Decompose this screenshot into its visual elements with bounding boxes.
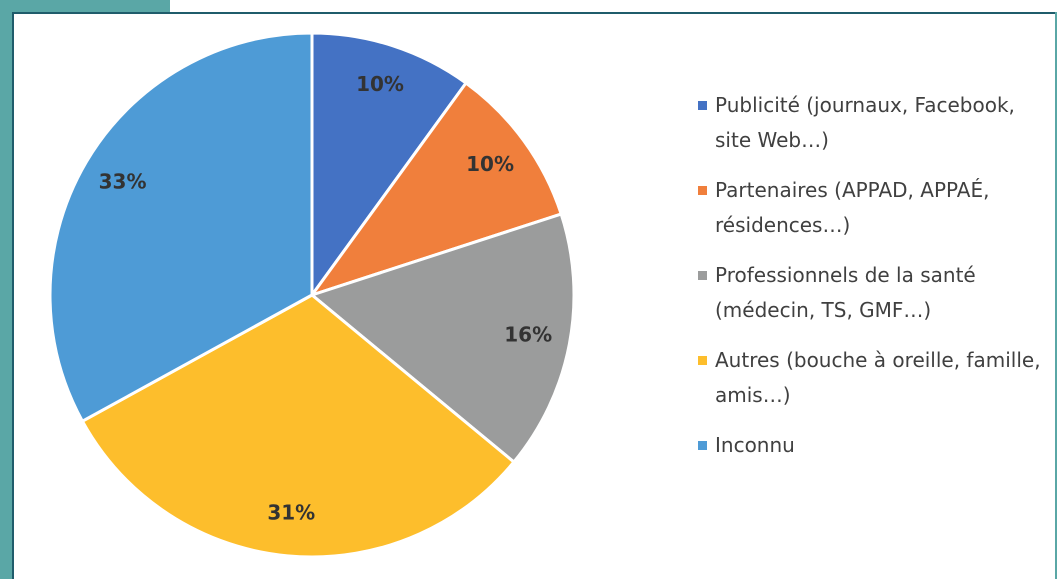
pie-slice xyxy=(48,31,314,424)
legend-entry: Publicité (journaux, Facebook, site Web…… xyxy=(698,88,1043,158)
data-label: 33% xyxy=(99,169,147,193)
legend-swatch xyxy=(698,186,707,195)
legend-label: Inconnu xyxy=(715,433,795,457)
data-label: 16% xyxy=(504,323,552,347)
legend-swatch xyxy=(698,441,707,450)
legend-label: Professionnels de la santé (médecin, TS,… xyxy=(715,263,976,322)
legend-swatch xyxy=(698,356,707,365)
legend-swatch xyxy=(698,271,707,280)
legend-entry: Inconnu xyxy=(698,428,1043,463)
top-strip xyxy=(170,0,1057,12)
pie-slice xyxy=(80,293,516,559)
data-label: 10% xyxy=(356,72,404,96)
data-label: 31% xyxy=(267,501,315,525)
legend-swatch xyxy=(698,101,707,110)
legend-label: Autres (bouche à oreille, famille, amis…… xyxy=(715,348,1041,407)
legend: Publicité (journaux, Facebook, site Web…… xyxy=(698,88,1043,478)
legend-entry: Autres (bouche à oreille, famille, amis…… xyxy=(698,343,1043,413)
pie-slice xyxy=(308,212,576,465)
legend-label: Publicité (journaux, Facebook, site Web…… xyxy=(715,93,1015,152)
legend-entry: Partenaires (APPAD, APPAÉ, résidences…) xyxy=(698,173,1043,243)
legend-label: Partenaires (APPAD, APPAÉ, résidences…) xyxy=(715,178,990,237)
pie-slice xyxy=(308,80,564,298)
data-label: 10% xyxy=(466,152,514,176)
pie-slice xyxy=(310,31,469,300)
legend-entry: Professionnels de la santé (médecin, TS,… xyxy=(698,258,1043,328)
